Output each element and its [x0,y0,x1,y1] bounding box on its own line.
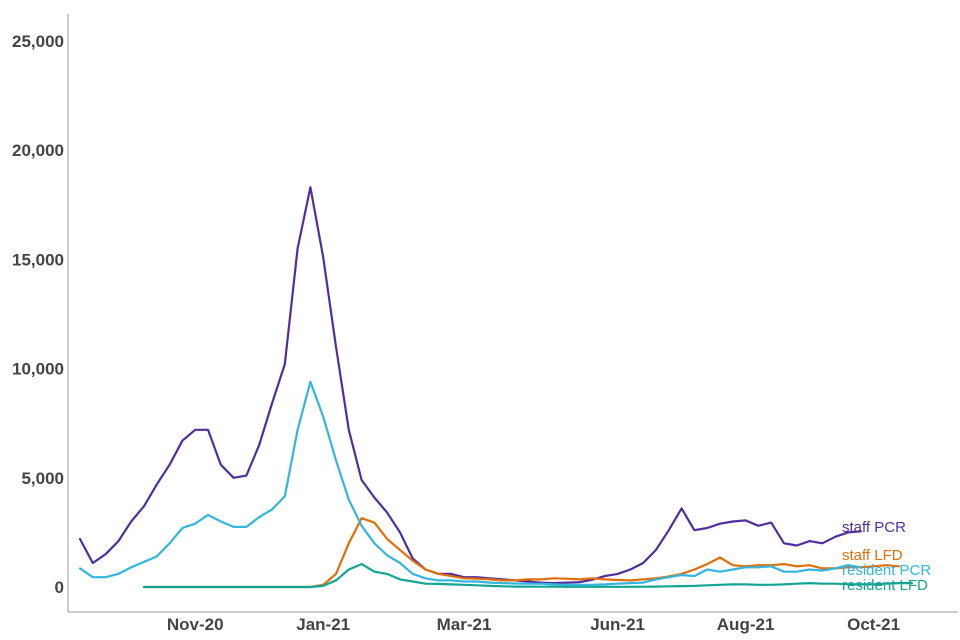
x-tick-label: Jan-21 [296,615,350,634]
series-line-resident-pcr [78,380,862,586]
chart-axes [67,14,958,613]
x-tick-label: Mar-21 [437,615,492,634]
y-tick-label: 25,000 [12,32,64,51]
series-line-staff-lfd [142,517,901,589]
series-line-resident-lfd [142,563,914,589]
x-tick-label: Nov-20 [167,615,224,634]
series-line-staff-pcr [78,186,862,585]
y-tick-label: 5,000 [21,469,64,488]
y-tick-label: 0 [55,578,64,597]
series-label-resident-pcr: resident PCR [842,562,931,579]
y-axis-ticks: 0 5,000 10,000 15,000 20,000 25,000 [12,32,64,597]
x-tick-label: Aug-21 [717,615,775,634]
x-axis-ticks: Nov-20 Jan-21 Mar-21 Jun-21 Aug-21 Oct-21 [167,615,900,634]
y-tick-label: 15,000 [12,250,64,269]
y-tick-label: 20,000 [12,141,64,160]
series-lines [78,186,914,589]
series-label-staff-lfd: staff LFD [842,547,903,564]
series-label-resident-lfd: resident LFD [842,577,928,594]
x-tick-label: Jun-21 [590,615,645,634]
series-label-staff-pcr: staff PCR [842,519,906,536]
y-tick-label: 10,000 [12,360,64,379]
x-tick-label: Oct-21 [847,615,900,634]
